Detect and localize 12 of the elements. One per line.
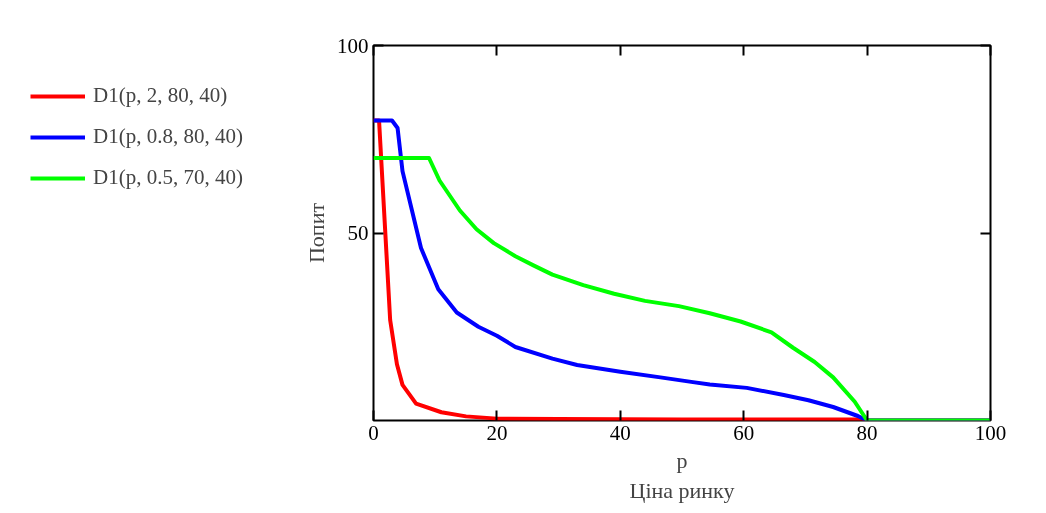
legend-label: D1(p, 0.5, 70, 40)	[93, 165, 243, 190]
x-tick-label: 60	[733, 420, 755, 445]
y-axis-title: Попит	[304, 202, 329, 264]
legend-label: D1(p, 2, 80, 40)	[93, 83, 228, 108]
x-tick-label: 20	[486, 420, 508, 445]
x-tick-label: 100	[974, 420, 1007, 445]
x-tick-label: 0	[368, 420, 379, 445]
x-tick-label: 40	[609, 420, 631, 445]
y-tick-label: 50	[347, 221, 369, 245]
x-axis-title: p Ціна ринку	[629, 447, 735, 503]
legend-label: D1(p, 0.8, 80, 40)	[93, 124, 243, 149]
x-tick-label: 80	[856, 420, 878, 445]
